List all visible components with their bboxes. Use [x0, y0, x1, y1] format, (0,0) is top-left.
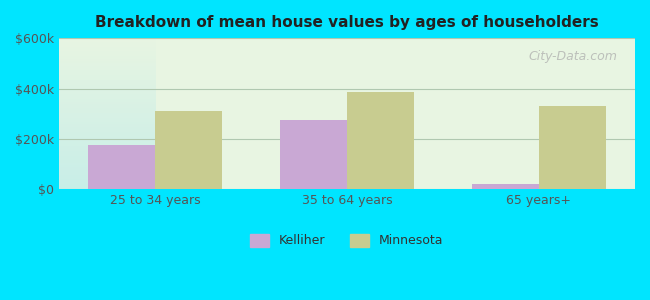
- Bar: [88, 145, 155, 189]
- Legend: Kelliher, Minnesota: Kelliher, Minnesota: [245, 229, 448, 252]
- Bar: [472, 184, 539, 189]
- Title: Breakdown of mean house values by ages of householders: Breakdown of mean house values by ages o…: [95, 15, 599, 30]
- Bar: [280, 120, 347, 189]
- Text: City-Data.com: City-Data.com: [529, 50, 617, 63]
- Bar: [155, 111, 222, 189]
- Bar: [539, 106, 606, 189]
- Bar: [347, 92, 414, 189]
